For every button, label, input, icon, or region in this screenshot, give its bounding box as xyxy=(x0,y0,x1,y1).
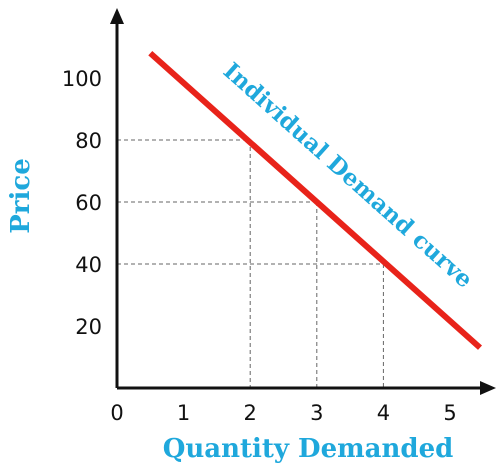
x-tick-label: 1 xyxy=(177,401,190,425)
series-label: Individual Demand curve xyxy=(218,57,478,293)
y-tick-label: 20 xyxy=(75,315,102,339)
series-group xyxy=(148,50,482,350)
y-axis-arrow xyxy=(110,8,124,24)
x-tick-label: 5 xyxy=(443,401,456,425)
y-tick-label: 100 xyxy=(62,67,102,91)
reference-guides xyxy=(117,139,384,388)
x-axis-arrow xyxy=(480,381,496,395)
x-tick-label: 0 xyxy=(110,401,123,425)
x-tick-label: 2 xyxy=(244,401,257,425)
y-tick-labels: 20 40 60 80 100 xyxy=(62,67,102,339)
y-axis-title: Price xyxy=(6,158,36,234)
x-tick-label: 4 xyxy=(377,401,390,425)
axes xyxy=(110,8,496,395)
demand-curve-line xyxy=(148,50,482,350)
x-axis-title: Quantity Demanded xyxy=(163,434,454,464)
y-tick-label: 80 xyxy=(75,129,102,153)
y-tick-label: 60 xyxy=(75,191,102,215)
y-tick-label: 40 xyxy=(75,253,102,277)
x-tick-labels: 0 1 2 3 4 5 xyxy=(110,401,456,425)
x-tick-label: 3 xyxy=(310,401,323,425)
